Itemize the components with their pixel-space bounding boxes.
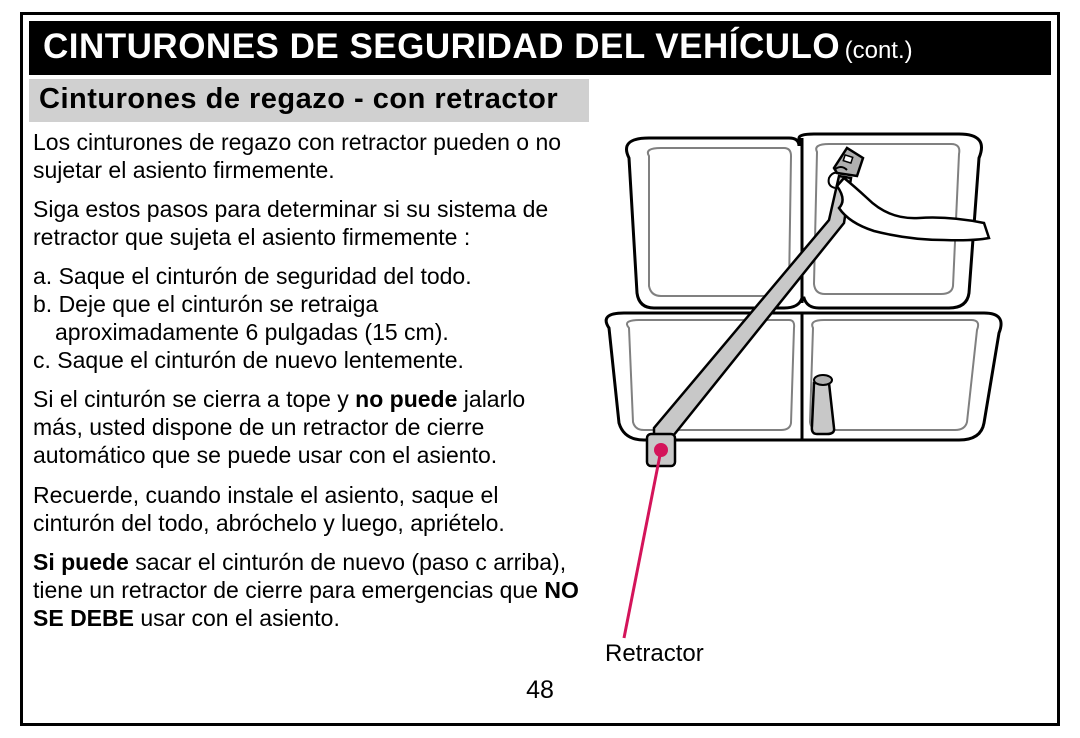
page-border: CINTURONES DE SEGURIDAD DEL VEHÍCULO (co… [20, 12, 1060, 726]
step-b-line1: b. Deje que el cinturón se retraiga [33, 290, 579, 318]
paragraph-result-emergency: Si puede sacar el cinturón de nuevo (pas… [33, 548, 579, 632]
paragraph-result-lock: Si el cinturón se cierra a tope y no pue… [33, 385, 579, 469]
page-title-cont: (cont.) [845, 37, 913, 64]
paragraph-intro: Los cinturones de regazo con retractor p… [33, 128, 579, 184]
content-area: Los cinturones de regazo con retractor p… [23, 128, 1057, 643]
step-c: c. Saque el cinturón de nuevo lentemente… [33, 346, 579, 374]
p3-pre: Si el cinturón se cierra a tope y [33, 386, 355, 412]
step-b-line2: aproximadamente 6 pulgadas (15 cm). [33, 318, 579, 346]
illustration-column: Retractor [589, 128, 1051, 643]
p3-bold: no puede [355, 386, 457, 412]
header-bar: CINTURONES DE SEGURIDAD DEL VEHÍCULO (co… [29, 21, 1051, 75]
section-subheader: Cinturones de regazo - con retractor [29, 79, 589, 122]
text-column: Los cinturones de regazo con retractor p… [29, 128, 589, 643]
seat-illustration [589, 128, 1009, 488]
step-a: a. Saque el cinturón de seguridad del to… [33, 262, 579, 290]
callout-label-retractor: Retractor [605, 640, 704, 668]
page-number: 48 [23, 676, 1057, 705]
paragraph-steps-intro: Siga estos pasos para determinar si su s… [33, 195, 579, 251]
p5-mid2: usar con el asiento. [134, 605, 340, 631]
p5-bold1: Si puede [33, 549, 129, 575]
paragraph-reminder: Recuerde, cuando instale el asiento, saq… [33, 481, 579, 537]
page-title: CINTURONES DE SEGURIDAD DEL VEHÍCULO [43, 27, 840, 66]
